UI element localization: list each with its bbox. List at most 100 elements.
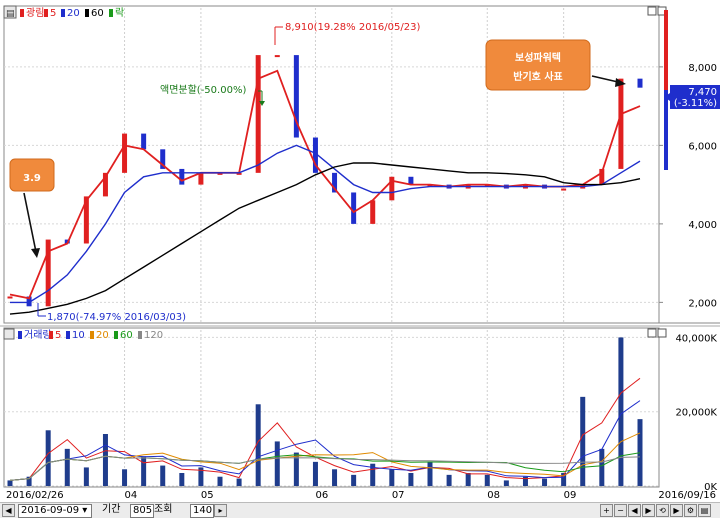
current-price-change: (-3.11%) xyxy=(674,98,717,109)
volume-bar xyxy=(102,434,108,486)
current-price-pointer xyxy=(664,93,670,101)
volume-bar xyxy=(141,456,147,486)
period-input[interactable]: 805 xyxy=(130,504,154,518)
price-legend: 광림 5 20 60 락 xyxy=(20,7,124,19)
chart-annotations: 8,910(19.28% 2016/05/23) 1,870(-74.97% 2… xyxy=(9,22,626,323)
volume-ma-120-line xyxy=(9,455,641,481)
volume-ma-10-line xyxy=(9,400,641,481)
volume-bar xyxy=(580,396,586,486)
volume-bar xyxy=(122,469,128,486)
volume-bar xyxy=(408,473,414,486)
volume-bar xyxy=(389,469,395,486)
volume-bar xyxy=(637,419,643,486)
volume-moving-averages xyxy=(9,377,641,481)
view-count-stepper-icon[interactable]: ▸ xyxy=(214,504,227,517)
reset-view-icon[interactable]: ⟲ xyxy=(656,504,669,517)
date-select-value: 2016-09-09 xyxy=(21,505,80,516)
price-candle xyxy=(427,184,433,187)
price-candle xyxy=(179,168,185,185)
volume-bar xyxy=(599,448,605,486)
legend-swatch xyxy=(66,331,70,339)
price-candle xyxy=(389,176,395,201)
price-candle xyxy=(45,239,51,307)
volume-bar xyxy=(26,476,32,486)
view-label: 조회 xyxy=(154,504,173,515)
volume-ma-5-line xyxy=(9,377,641,481)
price-candle xyxy=(102,172,108,197)
volume-settings-icon[interactable] xyxy=(3,328,15,340)
volume-bar xyxy=(522,476,528,486)
volume-panel-minimize-icon[interactable] xyxy=(647,328,657,338)
callout-right-box xyxy=(485,39,591,91)
price-ma-5-line xyxy=(9,69,641,300)
x-tick-label: 08 xyxy=(487,490,500,501)
legend-label: 5 xyxy=(55,330,61,341)
price-candle xyxy=(312,137,318,173)
price-y-axis: 2,000 4,000 6,000 8,000 xyxy=(659,63,717,309)
legend-label: 거래량 xyxy=(24,329,52,341)
legend-swatch xyxy=(90,331,94,339)
zoom-out-icon[interactable]: − xyxy=(614,504,627,517)
legend-label: 60 xyxy=(120,330,133,341)
scroll-right-icon[interactable]: ▶ xyxy=(642,504,655,517)
volume-bar xyxy=(503,480,509,486)
legend-swatch xyxy=(18,331,22,339)
price-candle xyxy=(255,55,261,173)
settings-gear-icon[interactable]: ⚙ xyxy=(684,504,697,517)
price-candle xyxy=(561,188,567,191)
chart-settings-icon[interactable] xyxy=(3,5,17,19)
price-series xyxy=(7,55,643,315)
legend-swatch xyxy=(61,9,65,17)
legend-swatch xyxy=(114,331,118,339)
volume-bar xyxy=(351,474,357,486)
price-candle xyxy=(236,172,242,175)
scroll-first-icon[interactable]: ◀ xyxy=(2,504,15,517)
volume-bar xyxy=(312,461,318,486)
legend-label: 60 xyxy=(91,8,104,19)
right-price-range-bar-up xyxy=(664,10,668,90)
x-tick-label: 06 xyxy=(315,490,328,501)
price-candle xyxy=(26,296,32,307)
right-price-range-bar-down xyxy=(664,90,668,170)
print-icon[interactable]: ▤ xyxy=(698,504,711,517)
legend-label: 20 xyxy=(67,8,80,19)
price-candle xyxy=(618,78,624,169)
price-tick-label: 4,000 xyxy=(688,220,717,231)
date-select[interactable]: 2016-09-09 ▾ xyxy=(18,504,92,518)
view-count-input[interactable]: 140 xyxy=(190,504,214,518)
volume-bar xyxy=(274,441,280,486)
legend-label: 120 xyxy=(144,330,163,341)
price-panel-minimize-icon[interactable] xyxy=(647,6,657,16)
price-tick-label: 8,000 xyxy=(688,63,717,74)
price-candle xyxy=(274,55,280,58)
volume-bar xyxy=(370,463,376,486)
callout-right-arrow xyxy=(591,75,619,83)
legend-label: 락 xyxy=(115,7,124,19)
price-ma-60-line xyxy=(9,162,641,315)
zoom-in-icon[interactable]: + xyxy=(600,504,613,517)
volume-panel-frame xyxy=(3,327,660,488)
scroll-left-icon[interactable]: ◀ xyxy=(628,504,641,517)
volume-tick-label: 40,000K xyxy=(675,333,717,344)
volume-bar xyxy=(160,465,166,486)
volume-bar xyxy=(217,476,223,486)
price-ma-20-line xyxy=(10,144,641,304)
volume-bar xyxy=(542,478,548,486)
volume-tick-label: 0K xyxy=(704,482,717,493)
volume-legend: 거래량 5 10 20 60 120 xyxy=(18,329,163,341)
low-annotation: 1,870(-74.97% 2016/03/03) xyxy=(47,312,186,323)
current-price-value: 7,470 xyxy=(688,87,717,98)
scroll-last-icon[interactable]: ▶ xyxy=(670,504,683,517)
volume-bar xyxy=(484,474,490,486)
price-candle xyxy=(293,55,299,138)
price-candle xyxy=(370,200,376,224)
price-candle xyxy=(351,192,357,224)
split-marker-arrow-icon xyxy=(259,101,265,106)
legend-swatch xyxy=(138,331,142,339)
price-candle xyxy=(599,168,605,185)
volume-bar xyxy=(83,467,89,486)
volume-panel-close-icon[interactable] xyxy=(657,328,667,338)
callout-left-arrow-head-icon xyxy=(31,248,40,258)
price-candle xyxy=(637,78,643,88)
